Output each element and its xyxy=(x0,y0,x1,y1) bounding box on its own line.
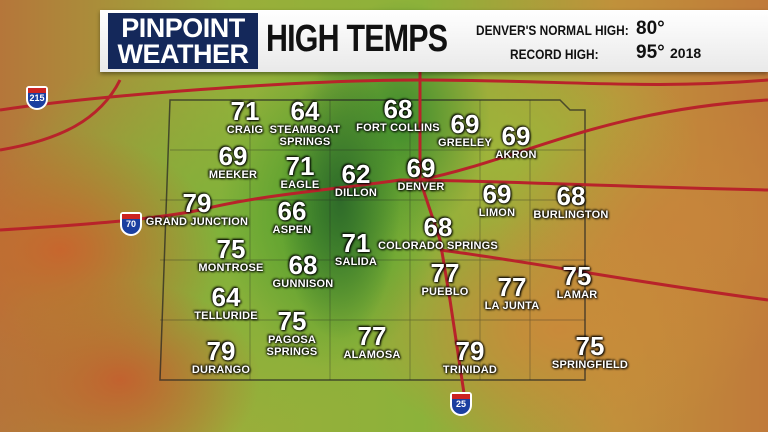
city-name: LA JUNTA xyxy=(484,300,540,312)
city-name: DURANGO xyxy=(191,364,251,376)
city-dillon: 62 DILLON xyxy=(335,161,377,199)
logo-line1: PINPOINT xyxy=(121,13,245,43)
city-telluride: 64 TELLURIDE xyxy=(194,284,258,322)
record-high-label: RECORD HIGH: xyxy=(510,46,599,62)
city-la-junta: 77 LA JUNTA xyxy=(485,274,540,312)
interstate-215-shield: 215 xyxy=(26,86,48,110)
city-name: GUNNISON xyxy=(272,278,334,290)
city-temp: 64 xyxy=(290,96,320,126)
city-name: LAMAR xyxy=(556,289,598,301)
city-name: PAGOSA SPRINGS xyxy=(266,334,318,358)
city-name: AKRON xyxy=(495,149,537,161)
record-high-year: 2018 xyxy=(670,45,702,61)
city-temp: 69 xyxy=(218,141,248,171)
city-aspen: 66 ASPEN xyxy=(273,198,312,236)
city-pueblo: 77 PUEBLO xyxy=(421,260,468,298)
city-temp: 77 xyxy=(497,272,527,302)
interstate-25-shield: 25 xyxy=(450,392,472,416)
page-title: HIGH TEMPS xyxy=(266,18,448,60)
city-name: MEEKER xyxy=(208,169,258,181)
city-name: DENVER xyxy=(397,181,445,193)
city-name: ALAMOSA xyxy=(343,349,401,361)
city-colorado-springs: 68 COLORADO SPRINGS xyxy=(378,214,498,252)
city-name: EAGLE xyxy=(280,179,320,191)
city-temp: 69 xyxy=(450,109,480,139)
city-name: STEAMBOAT SPRINGS xyxy=(269,124,341,148)
city-name: MONTROSE xyxy=(198,262,264,274)
city-pagosa-springs: 75 PAGOSA SPRINGS xyxy=(267,308,318,358)
county-lines xyxy=(160,100,585,380)
city-meeker: 69 MEEKER xyxy=(209,143,257,181)
city-temp: 79 xyxy=(206,336,236,366)
record-high-value: 95° 2018 xyxy=(636,42,701,64)
city-name: LIMON xyxy=(478,207,516,219)
city-name: TELLURIDE xyxy=(194,310,258,322)
city-burlington: 68 BURLINGTON xyxy=(533,183,608,221)
city-craig: 71 CRAIG xyxy=(227,98,263,136)
city-greeley: 69 GREELEY xyxy=(438,111,492,149)
city-name: SALIDA xyxy=(334,256,378,268)
colorado-border xyxy=(159,99,586,381)
city-montrose: 75 MONTROSE xyxy=(198,236,263,274)
city-name: CRAIG xyxy=(226,124,264,136)
city-temp: 66 xyxy=(277,196,307,226)
record-high-temp: 95° xyxy=(636,42,665,63)
city-temp: 69 xyxy=(501,121,531,151)
city-trinidad: 79 TRINIDAD xyxy=(443,338,497,376)
city-temp: 71 xyxy=(341,228,371,258)
city-gunnison: 68 GUNNISON xyxy=(273,252,334,290)
city-alamosa: 77 ALAMOSA xyxy=(343,323,400,361)
city-temp: 64 xyxy=(211,282,241,312)
city-temp: 77 xyxy=(357,321,387,351)
city-name: FORT COLLINS xyxy=(356,122,440,134)
city-fort-collins: 68 FORT COLLINS xyxy=(356,96,440,134)
city-temp: 69 xyxy=(482,179,512,209)
pinpoint-weather-logo: PINPOINT WEATHER xyxy=(108,13,258,69)
city-temp: 68 xyxy=(556,181,586,211)
interstate-70-shield: 70 xyxy=(120,212,142,236)
highways xyxy=(0,70,768,401)
city-temp: 68 xyxy=(288,250,318,280)
city-temp: 68 xyxy=(383,94,413,124)
city-limon: 69 LIMON xyxy=(479,181,515,219)
city-name: SPRINGFIELD xyxy=(551,359,629,371)
city-grand-junction: 79 GRAND JUNCTION xyxy=(146,190,248,228)
header-banner: PINPOINT WEATHER HIGH TEMPS DENVER'S NOR… xyxy=(100,10,768,72)
normal-high-label: DENVER'S NORMAL HIGH: xyxy=(476,22,629,38)
logo-line2: WEATHER xyxy=(117,39,250,69)
city-temp: 69 xyxy=(406,153,436,183)
city-name: GRAND JUNCTION xyxy=(145,216,249,228)
city-temp: 75 xyxy=(575,331,605,361)
city-name: ASPEN xyxy=(272,224,312,236)
city-lamar: 75 LAMAR xyxy=(557,263,598,301)
city-temp: 75 xyxy=(216,234,246,264)
city-salida: 71 SALIDA xyxy=(335,230,377,268)
city-temp: 75 xyxy=(562,261,592,291)
city-akron: 69 AKRON xyxy=(495,123,536,161)
city-temp: 68 xyxy=(423,212,453,242)
city-denver: 69 DENVER xyxy=(397,155,444,193)
city-durango: 79 DURANGO xyxy=(192,338,250,376)
city-name: PUEBLO xyxy=(421,286,469,298)
city-name: BURLINGTON xyxy=(533,209,609,221)
city-name: TRINIDAD xyxy=(442,364,498,376)
city-temp: 77 xyxy=(430,258,460,288)
city-temp: 79 xyxy=(455,336,485,366)
city-temp: 79 xyxy=(182,188,212,218)
city-temp: 62 xyxy=(341,159,371,189)
city-temp: 71 xyxy=(285,151,315,181)
city-springfield: 75 SPRINGFIELD xyxy=(552,333,628,371)
city-steamboat-springs: 64 STEAMBOAT SPRINGS xyxy=(270,98,341,148)
city-temp: 71 xyxy=(230,96,260,126)
city-temp: 75 xyxy=(277,306,307,336)
city-name: DILLON xyxy=(334,187,378,199)
city-eagle: 71 EAGLE xyxy=(281,153,320,191)
city-name: COLORADO SPRINGS xyxy=(378,240,498,252)
normal-high-value: 80° xyxy=(636,18,665,39)
city-name: GREELEY xyxy=(438,137,492,149)
